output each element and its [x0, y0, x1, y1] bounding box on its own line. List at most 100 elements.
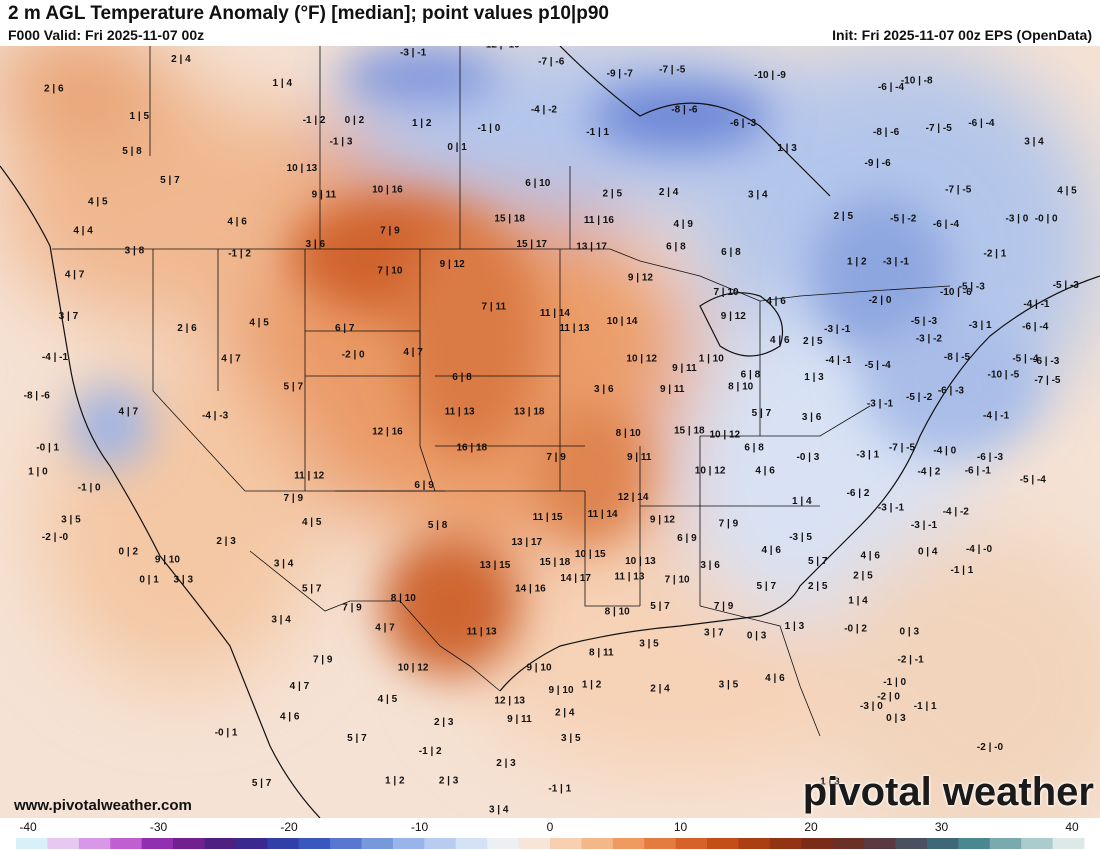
point-value-p13: -8 | -6	[671, 105, 698, 116]
point-value-p189: 7 | 9	[342, 602, 362, 613]
point-value-p222: 2 | 3	[434, 717, 454, 728]
point-value-p196: 3 | 7	[704, 628, 724, 639]
colorbar-swatch	[707, 838, 739, 849]
point-value-p60: -3 | -1	[883, 256, 910, 267]
colorbar-tick-label: 0	[547, 820, 554, 834]
point-value-p11: 2 | 6	[44, 83, 64, 94]
point-value-p30: 10 | 13	[287, 163, 318, 174]
point-value-p172: 10 | 13	[625, 556, 656, 567]
point-value-p178: 3 | 3	[174, 574, 194, 585]
point-value-p39: 3 | 4	[748, 190, 768, 201]
colorbar-swatch	[47, 838, 80, 849]
colorbar-swatch	[550, 838, 582, 849]
point-value-p92: 4 | 7	[403, 347, 423, 358]
point-value-p74: 6 | 7	[335, 323, 355, 334]
point-value-p69: -4 | -1	[1023, 299, 1050, 310]
point-value-p84: 11 | 13	[559, 323, 589, 334]
state-line-west	[152, 249, 246, 492]
colorbar-swatch	[298, 838, 331, 849]
colorbar-swatch	[173, 838, 205, 849]
florida-coast	[699, 605, 821, 737]
colorbar-tick-label: 30	[935, 820, 949, 834]
colorbar-swatch	[581, 838, 614, 849]
point-value-p44: -3 | 0	[1005, 214, 1028, 225]
point-value-p9: -6 | -4	[878, 82, 905, 93]
point-value-p27: 0 | 1	[447, 142, 467, 153]
point-value-p148: -3 | -1	[878, 503, 905, 514]
point-value-p131: -0 | 3	[796, 452, 819, 463]
point-value-p126: 10 | 12	[709, 429, 740, 440]
point-value-p232: 2 | 3	[439, 775, 459, 786]
point-value-p125: 15 | 18	[674, 425, 705, 436]
point-value-p187: 8 | 10	[391, 593, 416, 604]
point-value-p181: 5 | 7	[757, 581, 777, 592]
colorbar-swatch	[926, 838, 959, 849]
point-value-p182: 2 | 5	[853, 570, 873, 581]
colorbar-swatch	[738, 838, 771, 849]
point-value-p102: 1 | 3	[804, 372, 824, 383]
point-value-p41: 2 | 5	[834, 211, 854, 222]
colorbar-ticks: -40 -30 -20 -10 0 10 20 30 40	[19, 820, 1079, 834]
colorbar-swatch	[235, 838, 268, 849]
colorbar-canvas: -40 -30 -20 -10 0 10 20 30 40	[16, 820, 1085, 849]
point-value-p212: 9 | 10	[548, 685, 573, 696]
point-value-p6: -7 | -5	[659, 65, 686, 76]
point-value-p186: 14 | 16	[515, 584, 546, 595]
point-value-p32: 6 | 10	[525, 178, 550, 189]
colorbar-swatch	[361, 838, 394, 849]
point-value-p15: -7 | -5	[926, 123, 953, 134]
point-value-p169: 9 | 10	[155, 554, 180, 565]
borders	[52, 46, 951, 737]
point-value-p228: -1 | 2	[419, 746, 442, 757]
point-value-p188: 1 | 4	[848, 596, 868, 607]
point-value-p54: 3 | 6	[306, 239, 326, 250]
point-value-p2: -3 | -1	[400, 47, 427, 58]
point-value-p105: 5 | 7	[284, 381, 304, 392]
point-value-p177: 0 | 1	[139, 574, 159, 585]
point-value-p157: 5 | 8	[428, 520, 448, 531]
point-value-p174: 5 | 7	[808, 556, 828, 567]
point-value-p120: 3 | 6	[802, 412, 822, 423]
colorbar-swatch	[16, 838, 48, 849]
point-value-p40: 4 | 5	[88, 196, 108, 207]
point-value-p230: 5 | 7	[252, 778, 272, 789]
colorbar-swatch	[204, 838, 237, 849]
point-value-p71: 3 | 7	[59, 311, 79, 322]
point-value-p132: -6 | -3	[977, 452, 1004, 463]
point-value-p124: 8 | 10	[616, 428, 641, 439]
point-value-p70: -5 | -3	[1053, 280, 1080, 291]
colorbar-swatch	[1052, 838, 1085, 849]
point-value-p75: 7 | 11	[482, 302, 507, 313]
point-value-p163: 0 | 4	[918, 547, 938, 558]
point-value-p99: 9 | 11	[672, 363, 697, 374]
point-value-p193: 3 | 4	[271, 614, 291, 625]
point-value-p219: 2 | 4	[555, 708, 575, 719]
colorbar-tick-label: -20	[280, 820, 298, 834]
point-value-p173: 3 | 6	[700, 560, 720, 571]
point-value-p201: 1 | 3	[785, 621, 805, 632]
colorbar-tick-label: 20	[804, 820, 818, 834]
point-value-p149: -4 | -2	[943, 507, 970, 518]
point-value-p142: -1 | 0	[78, 483, 101, 494]
point-value-p55: 15 | 17	[516, 239, 547, 250]
colorbar-swatch	[267, 838, 300, 849]
point-value-p111: 4 | 7	[119, 407, 139, 418]
point-value-p43: -6 | -4	[933, 219, 960, 230]
point-value-p100: 1 | 10	[699, 354, 724, 365]
point-value-p164: -4 | -0	[966, 544, 993, 555]
point-value-p103: -10 | -5	[988, 369, 1020, 380]
point-value-p185: 2 | 5	[808, 581, 828, 592]
point-value-p106: 6 | 8	[452, 372, 472, 383]
west-coast	[0, 165, 321, 818]
point-value-p42: -5 | -2	[890, 214, 917, 225]
point-value-p37: 2 | 5	[603, 188, 623, 199]
point-value-p166: 10 | 15	[575, 549, 606, 560]
point-value-p28: 1 | 3	[777, 143, 797, 154]
colorbar-swatch	[330, 838, 363, 849]
point-value-p208: -1 | 0	[883, 677, 906, 688]
point-value-p165: 0 | 2	[119, 547, 139, 558]
point-value-p204: -2 | -1	[898, 654, 925, 665]
point-value-p134: 9 | 11	[627, 452, 652, 463]
point-value-p118: 13 | 18	[514, 407, 545, 418]
point-value-p89: -4 | -1	[42, 352, 69, 363]
